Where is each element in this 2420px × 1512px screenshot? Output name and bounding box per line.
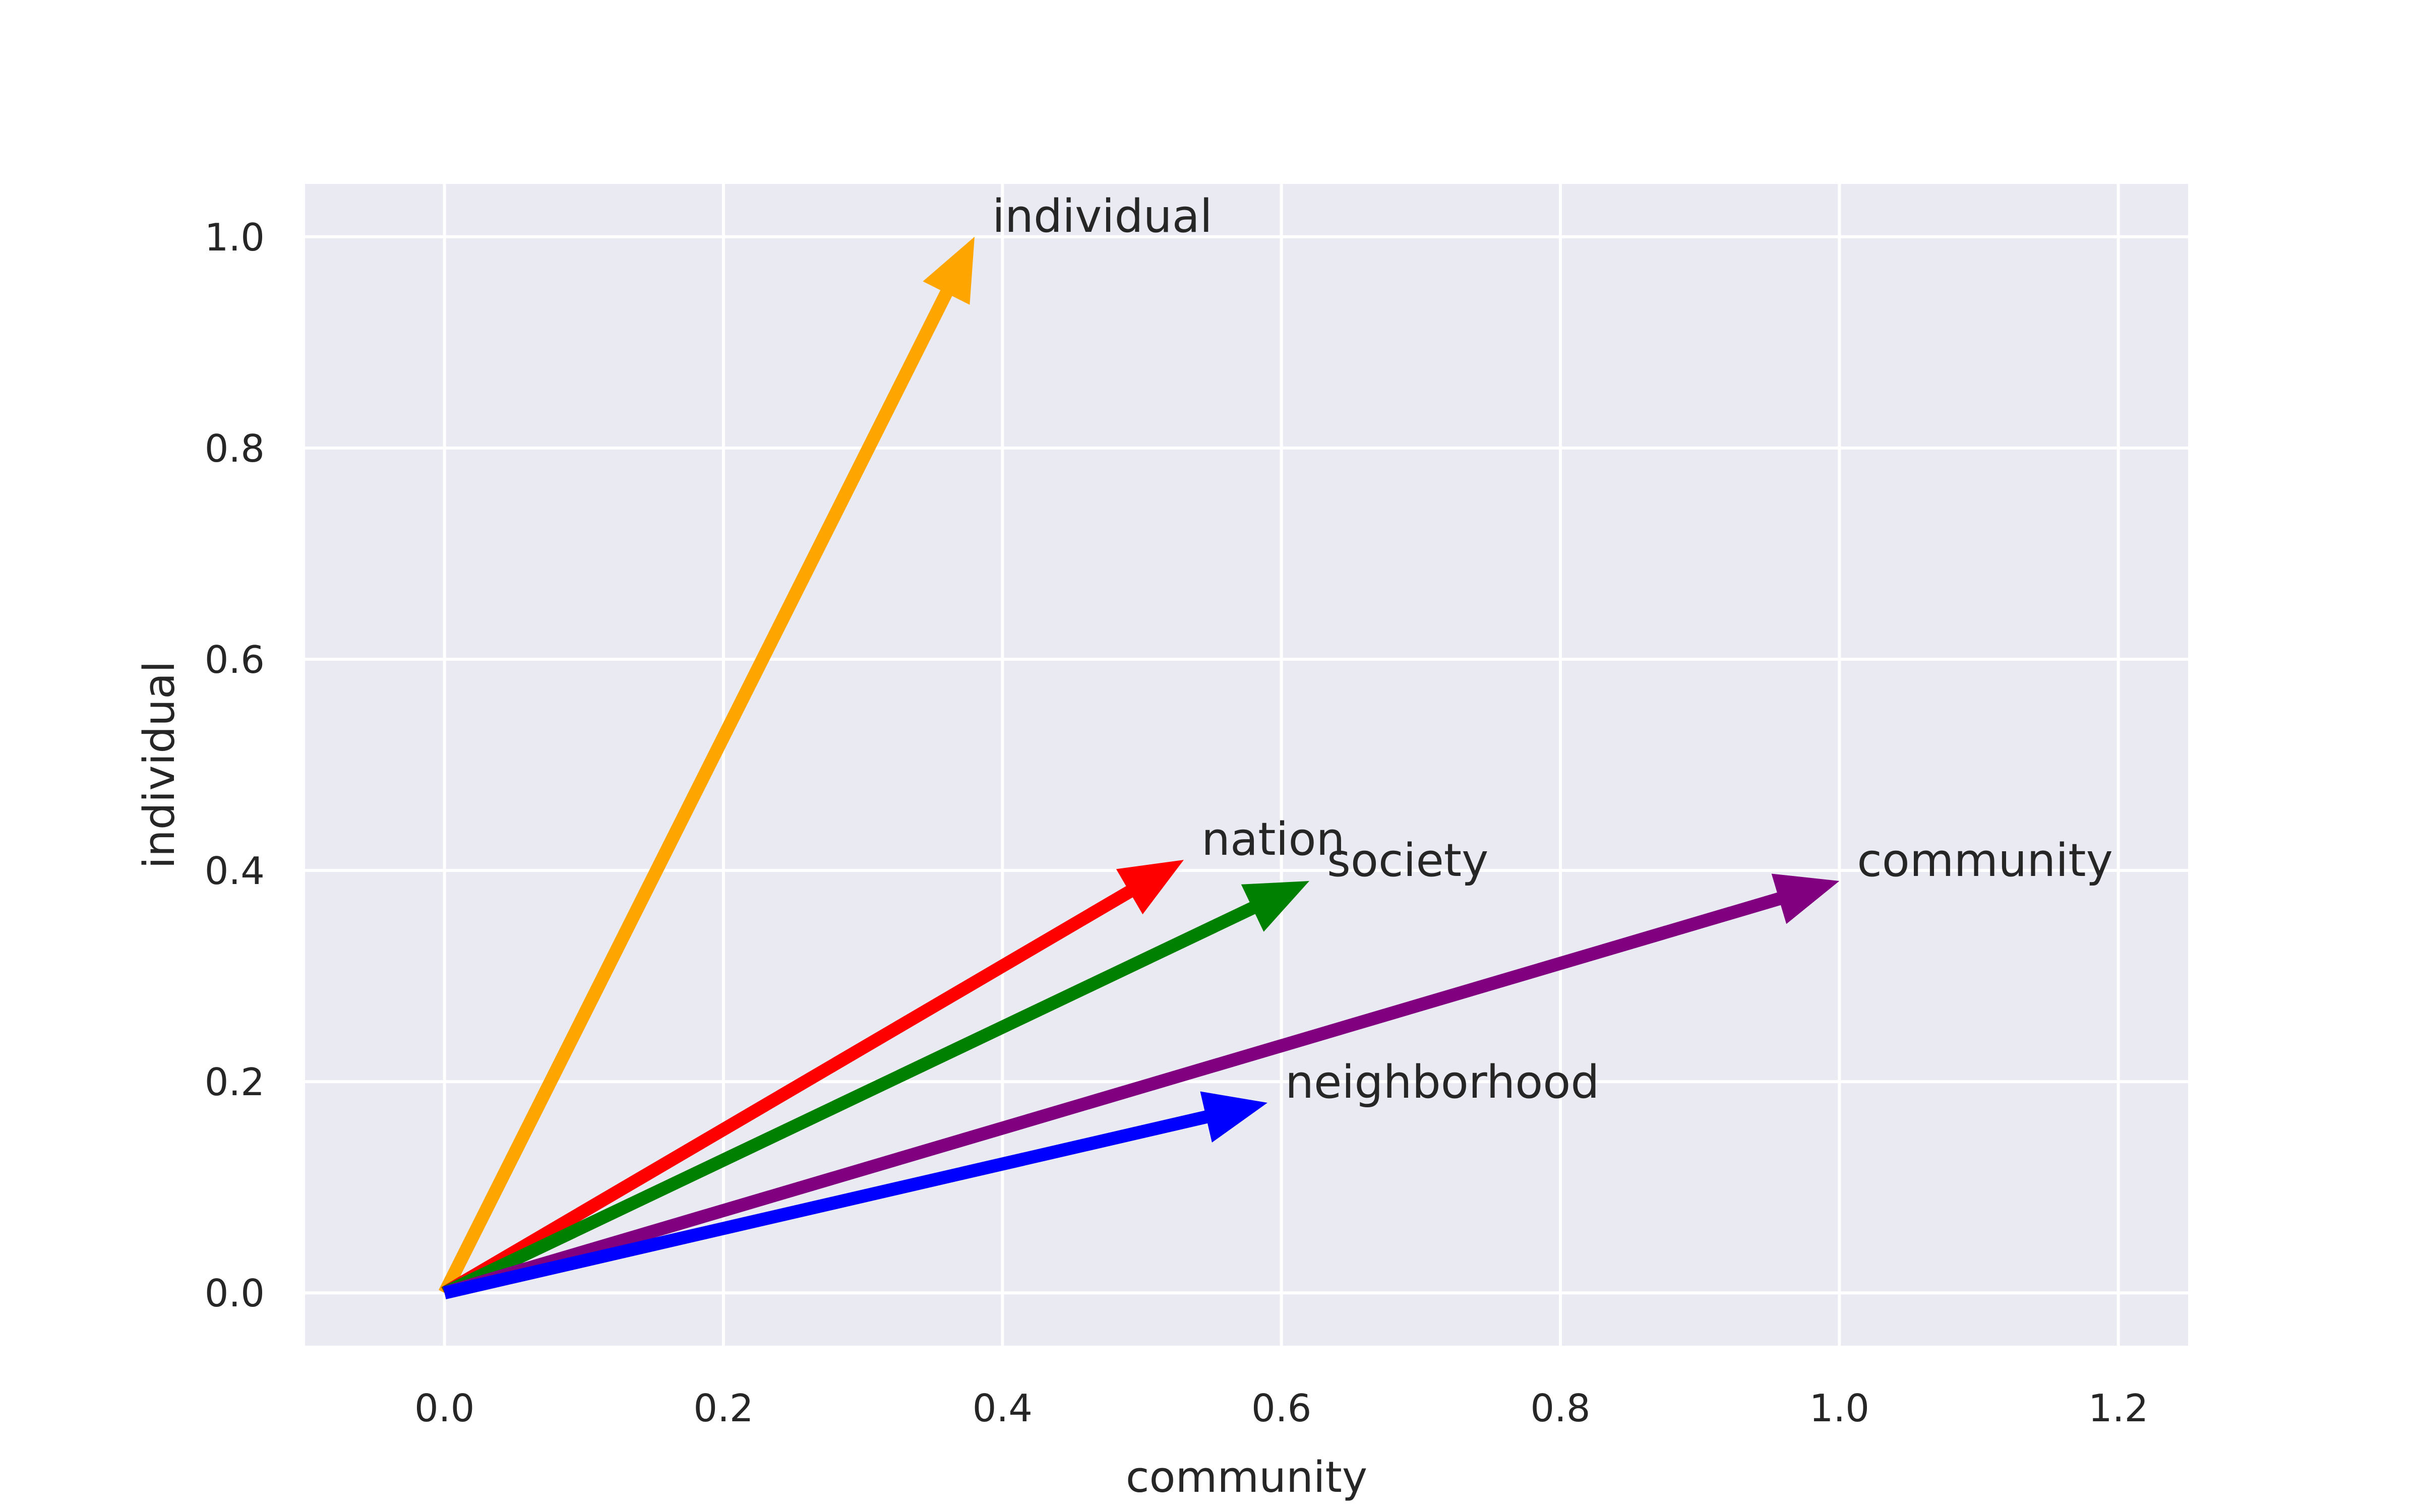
vector-arrow-nation xyxy=(441,860,1184,1299)
vector-arrow-individual xyxy=(439,236,975,1296)
x-tick-label: 1.0 xyxy=(1809,1386,1869,1430)
y-tick-label: 0.6 xyxy=(205,638,265,682)
vector-arrow-community xyxy=(443,873,1840,1299)
x-tick-label: 0.6 xyxy=(1251,1386,1311,1430)
x-tick-label: 1.2 xyxy=(2088,1386,2148,1430)
vector-arrow-society xyxy=(442,881,1309,1299)
y-axis-label: individual xyxy=(135,661,185,869)
y-tick-labels: 0.0 0.2 0.4 0.6 0.8 1.0 xyxy=(205,215,265,1315)
x-tick-label: 0.0 xyxy=(414,1386,474,1430)
y-tick-label: 0.0 xyxy=(205,1271,265,1315)
vector-arrows xyxy=(439,236,1840,1299)
vector-arrow-neighborhood xyxy=(443,1091,1268,1299)
x-axis-label: community xyxy=(1126,1453,1367,1502)
y-tick-label: 0.4 xyxy=(205,849,265,893)
x-tick-labels: 0.0 0.2 0.4 0.6 0.8 1.0 1.2 xyxy=(414,1386,2148,1430)
grid-lines xyxy=(305,184,2188,1346)
plot-area xyxy=(305,184,2188,1346)
vector-label-individual: individual xyxy=(992,190,1213,243)
vector-label-neighborhood: neighborhood xyxy=(1285,1056,1600,1109)
x-tick-label: 0.4 xyxy=(973,1386,1033,1430)
vector-label-community: community xyxy=(1857,834,2113,887)
vector-label-nation: nation xyxy=(1201,813,1345,866)
y-tick-label: 0.8 xyxy=(205,426,265,471)
vector-label-society: society xyxy=(1327,834,1488,887)
y-tick-label: 0.2 xyxy=(205,1060,265,1104)
x-tick-label: 0.2 xyxy=(693,1386,753,1430)
y-tick-label: 1.0 xyxy=(205,215,265,260)
x-tick-label: 0.8 xyxy=(1530,1386,1590,1430)
